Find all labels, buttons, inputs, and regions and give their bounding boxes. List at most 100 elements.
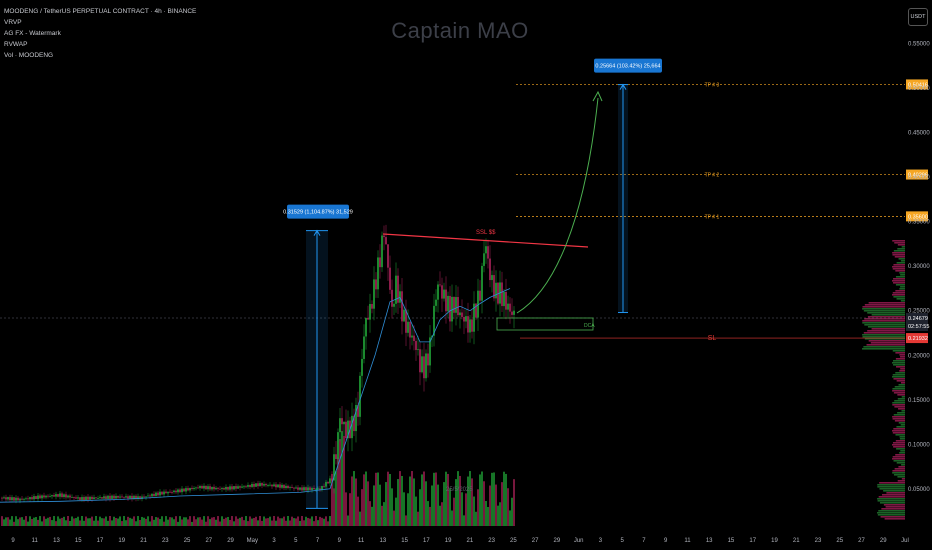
time-tick-label: 19: [771, 538, 778, 544]
time-axis: 9 11 13 15 17 19 21 23 25 27 29 May 3 5 7 9 11 13 15 17 19 21…: [11, 538, 909, 544]
candle-body: [71, 497, 73, 498]
candle-body: [475, 303, 477, 318]
volume-profile-bar: [880, 516, 905, 518]
volume-bar: [81, 516, 83, 526]
candle-body: [19, 498, 21, 501]
volume-bar: [91, 516, 93, 526]
volume-bar: [347, 515, 349, 526]
candle-body: [327, 481, 329, 484]
volume-profile-bar: [894, 420, 905, 422]
volume-profile-bar: [892, 458, 905, 460]
projection-arrowhead: [592, 90, 603, 102]
volume-bar: [381, 505, 383, 526]
candle-body: [11, 497, 13, 501]
volume-profile-bar: [862, 308, 905, 310]
volume-profile-bar: [895, 290, 905, 292]
candle-body: [43, 495, 45, 498]
volume-bar: [487, 506, 489, 526]
volume-bar: [491, 472, 493, 526]
volume-profile-bar: [897, 248, 905, 250]
candle-body: [239, 486, 241, 488]
candle-body: [387, 244, 389, 268]
volume-profile-bar: [871, 328, 905, 330]
candle-body: [127, 496, 129, 499]
indicator-rvwap[interactable]: RVWAP: [4, 41, 28, 48]
volume-bar: [375, 472, 377, 526]
volume-bar: [321, 517, 323, 526]
volume-profile-bar: [899, 272, 905, 274]
candle-body: [337, 432, 339, 459]
volume-bar: [209, 519, 211, 526]
volume-bar: [261, 520, 263, 526]
candle-body: [321, 485, 323, 490]
volume-bar: [293, 518, 295, 526]
volume-profile-bar: [862, 336, 905, 338]
price-tick-label: 0.40000: [908, 175, 930, 181]
volume-bar: [47, 517, 49, 526]
volume-bar: [41, 521, 43, 526]
time-tick-label: 25: [184, 538, 191, 544]
volume-profile-bar: [895, 358, 905, 360]
volume-bar: [427, 501, 429, 526]
currency-button[interactable]: USDT: [908, 8, 928, 26]
time-tick-label: 5: [294, 538, 298, 544]
volume-profile-bar: [892, 294, 905, 296]
volume-bar: [21, 517, 23, 526]
volume-bar: [121, 521, 123, 526]
volume-bar: [483, 481, 485, 526]
volume-bar: [513, 479, 515, 526]
candle-body: [403, 309, 405, 322]
indicator-volume[interactable]: Vol · MOODENG: [4, 52, 54, 59]
candle-body: [61, 493, 63, 498]
candle-body: [289, 487, 291, 488]
candle-body: [195, 487, 197, 489]
candle-body: [501, 282, 503, 307]
candle-body: [451, 296, 453, 322]
candle-body: [201, 486, 203, 489]
candle-body: [481, 265, 483, 301]
candle-body: [341, 418, 343, 425]
candle-body: [465, 316, 467, 322]
candle-body: [375, 279, 377, 290]
candle-body: [305, 487, 307, 491]
volume-profile-bar: [893, 392, 905, 394]
candle-body: [35, 496, 37, 499]
volume-profile-bar: [899, 370, 905, 372]
level-label: TP # 1: [705, 214, 720, 220]
price-tick-label: 0.30000: [908, 264, 930, 270]
time-tick-label: 29: [554, 538, 561, 544]
candle-body: [163, 491, 165, 495]
volume-bar: [229, 519, 231, 526]
candle-body: [33, 496, 35, 500]
volume-bar: [69, 520, 71, 526]
chart-legend: MOODENG / TetherUS PERPETUAL CONTRACT · …: [4, 6, 196, 61]
volume-bar: [343, 436, 345, 526]
volume-profile-bar: [900, 424, 905, 426]
volume-profile-bar: [883, 504, 905, 506]
volume-bar: [159, 519, 161, 526]
volume-profile-bar: [892, 430, 905, 432]
volume-bar: [285, 520, 287, 526]
symbol-title[interactable]: MOODENG / TetherUS PERPETUAL CONTRACT · …: [4, 8, 197, 15]
candle-body: [93, 497, 95, 500]
candle-body: [149, 495, 151, 497]
volume-profile-bar: [894, 386, 905, 388]
volume-profile-bar: [892, 362, 905, 364]
indicator-watermark[interactable]: AG FX - Watermark: [4, 30, 61, 37]
volume-bar: [201, 519, 203, 526]
candle-body: [297, 487, 299, 490]
candle-body: [435, 299, 437, 306]
volume-bar: [85, 516, 87, 526]
volume-bar: [151, 516, 153, 526]
level-price-text: 0.21932: [908, 336, 928, 342]
volume-profile-bar: [863, 310, 905, 312]
candle-body: [459, 312, 461, 316]
time-tick-label: 19: [445, 538, 452, 544]
candle-body: [173, 490, 175, 493]
volume-bar: [383, 502, 385, 526]
indicator-vrvp[interactable]: VRVP: [4, 19, 22, 26]
volume-profile-bar: [892, 280, 905, 282]
measure-2-label: 0.25664 (103.42%) 25,664: [595, 64, 660, 70]
candle-body: [259, 483, 261, 487]
